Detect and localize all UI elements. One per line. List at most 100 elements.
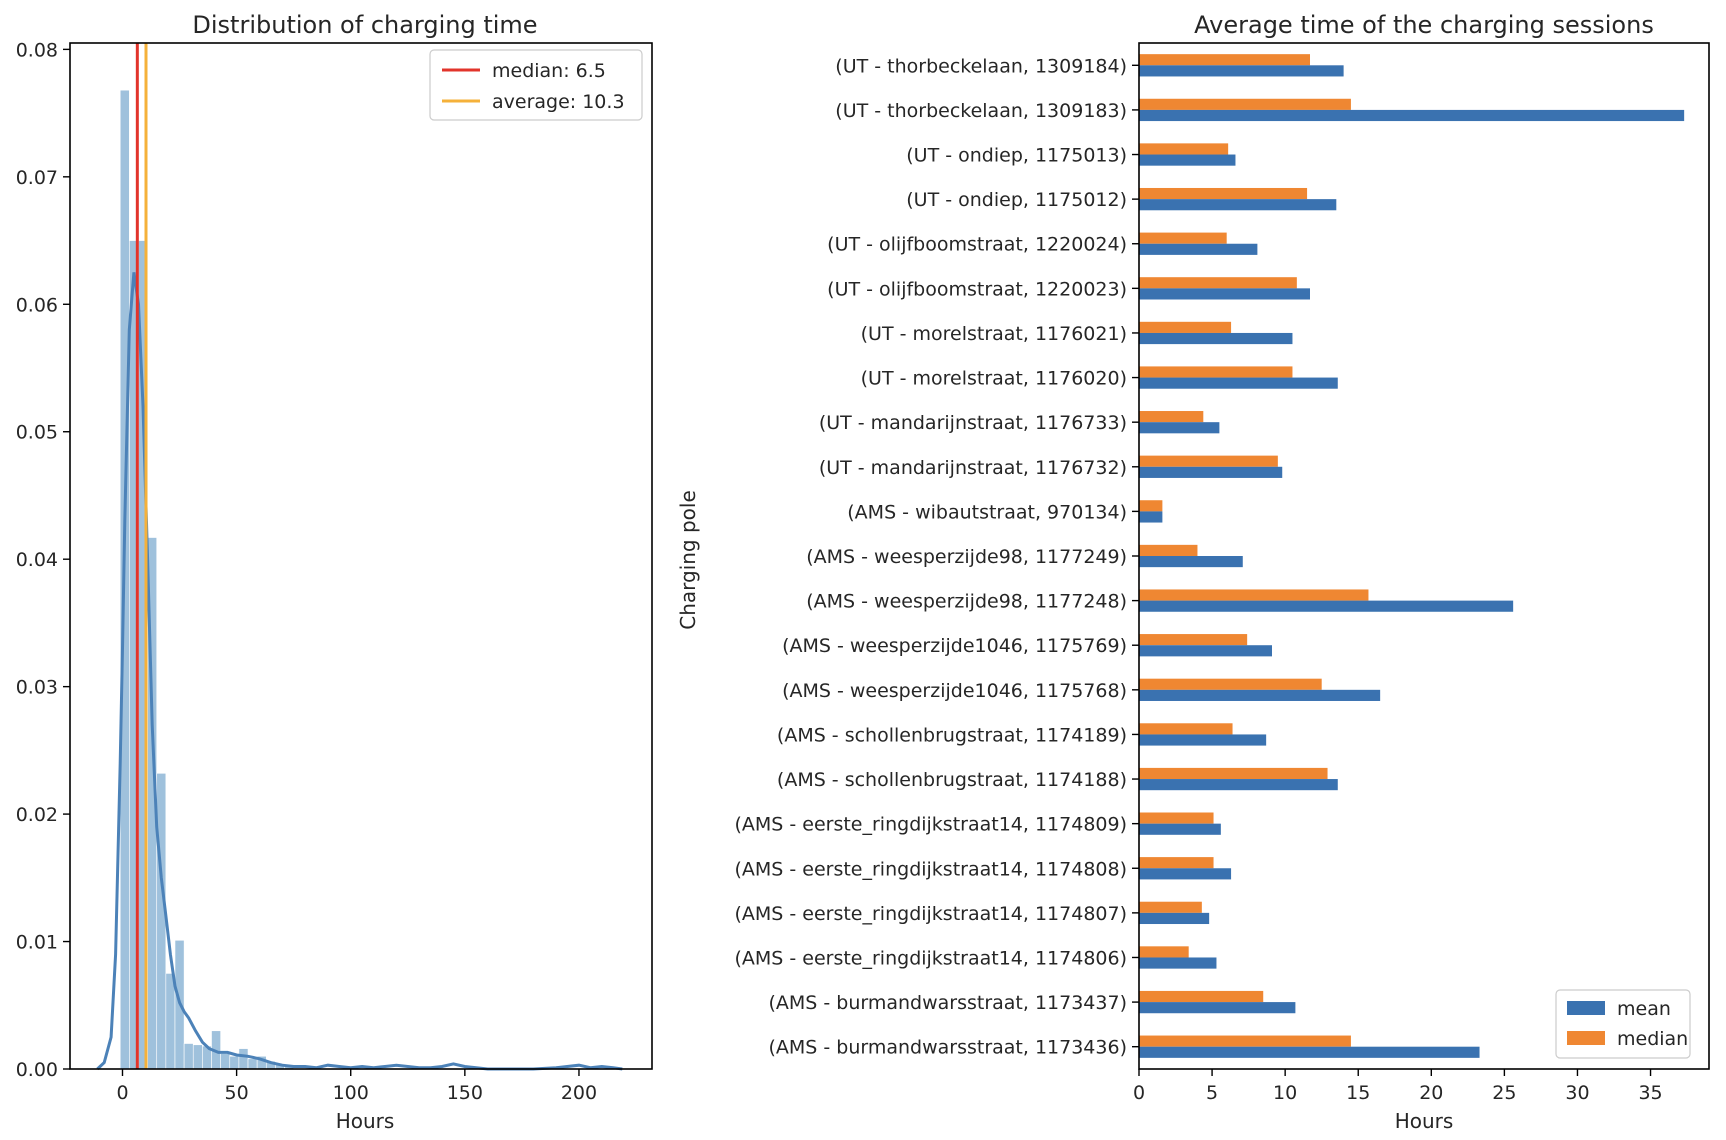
barh-chart: Average time of the charging sessions (U…	[676, 11, 1710, 1133]
bar-median-ams-eerste-ringdijkstraat14-1174808	[1139, 857, 1214, 869]
legend-mean-label: mean	[1617, 998, 1671, 1020]
bar-mean-ut-ondiep-1175013	[1139, 154, 1236, 166]
barh-x-ticks: 0 5 10 15 20 25 30 35	[1133, 1069, 1663, 1104]
histogram-bar-5	[165, 973, 176, 1070]
category-label-ams-eerste-ringdijkstraat14-1174808: (AMS - eerste_ringdijkstraat14, 1174808)	[734, 858, 1127, 880]
bar-mean-ut-mandarijnstraat-1176733	[1139, 422, 1220, 434]
histogram-plot-frame	[69, 42, 653, 1070]
bar-mean-ams-burmandwarsstraat-1173437	[1139, 1002, 1296, 1014]
category-label-ut-mandarijnstraat-1176732: (UT - mandarijnstraat, 1176732)	[819, 457, 1127, 479]
histogram-x-tick-label-100: 100	[333, 1082, 369, 1104]
legend-median-label: median: 6.5	[492, 60, 606, 82]
histogram-title: Distribution of charging time	[192, 11, 537, 39]
bar-median-ut-ondiep-1175012	[1139, 187, 1308, 200]
legend-median-swatch	[1567, 1031, 1605, 1045]
category-label-ut-olijfboomstraat-1220023: (UT - olijfboomstraat, 1220023)	[827, 278, 1127, 300]
category-label-ut-mandarijnstraat-1176733: (UT - mandarijnstraat, 1176733)	[819, 412, 1127, 434]
category-label-ams-burmandwarsstraat-1173436: (AMS - burmandwarsstraat, 1173436)	[768, 1037, 1127, 1059]
histogram-y-tick-label-8: 0.08	[16, 39, 58, 61]
barh-x-tick-label-15: 15	[1346, 1082, 1370, 1104]
barh-x-tick-label-0: 0	[1133, 1082, 1145, 1104]
bar-mean-ams-weesperzijde98-1177249	[1139, 556, 1243, 568]
histogram-y-tick-label-6: 0.06	[16, 294, 58, 316]
histogram-y-tick-label-3: 0.03	[16, 677, 58, 699]
histogram-legend: median: 6.5 average: 10.3	[429, 49, 643, 121]
histogram-x-tick-label-0: 0	[116, 1082, 128, 1104]
category-label-ut-olijfboomstraat-1220024: (UT - olijfboomstraat, 1220024)	[827, 234, 1127, 256]
bar-median-ams-schollenbrugstraat-1174189	[1139, 723, 1233, 735]
category-label-ut-ondiep-1175012: (UT - ondiep, 1175012)	[906, 189, 1127, 211]
bar-median-ams-weesperzijde98-1177248	[1139, 589, 1369, 601]
histogram-bar-4	[156, 773, 167, 1070]
histogram-legend-box	[429, 49, 643, 121]
bar-mean-ut-olijfboomstraat-1220024	[1139, 243, 1258, 255]
bar-median-ut-ondiep-1175013	[1139, 143, 1229, 155]
histogram-x-tick-label-50: 50	[225, 1082, 249, 1104]
bar-median-ams-weesperzijde98-1177249	[1139, 544, 1198, 556]
bar-mean-ams-eerste-ringdijkstraat14-1174808	[1139, 868, 1232, 880]
histogram-bar-14	[247, 1058, 258, 1070]
bar-mean-ut-olijfboomstraat-1220023	[1139, 288, 1310, 300]
bar-median-ut-olijfboomstraat-1220024	[1139, 232, 1227, 244]
bar-median-ams-weesperzijde1046-1175769	[1139, 634, 1248, 646]
category-label-ams-schollenbrugstraat-1174188: (AMS - schollenbrugstraat, 1174188)	[777, 769, 1127, 791]
bar-median-ut-thorbeckelaan-1309183	[1139, 98, 1351, 110]
category-label-ams-eerste-ringdijkstraat14-1174809: (AMS - eerste_ringdijkstraat14, 1174809)	[734, 814, 1127, 836]
barh-y-axis-label: Charging pole	[676, 490, 700, 630]
category-label-ut-morelstraat-1176020: (UT - morelstraat, 1176020)	[861, 368, 1127, 390]
bar-median-ams-eerste-ringdijkstraat14-1174806	[1139, 946, 1189, 958]
kde-curve	[96, 272, 623, 1071]
barh-x-tick-label-30: 30	[1565, 1082, 1589, 1104]
histogram-y-tick-label-1: 0.01	[16, 932, 58, 954]
bar-mean-ams-schollenbrugstraat-1174188	[1139, 779, 1338, 791]
histogram-y-tick-label-7: 0.07	[16, 167, 58, 189]
histogram-y-ticks: 0.00 0.01 0.02 0.03 0.04 0.05 0.06 0.07 0.08	[16, 39, 70, 1081]
category-label-ut-thorbeckelaan-1309183: (UT - thorbeckelaan, 1309183)	[835, 100, 1127, 122]
barh-x-tick-label-20: 20	[1419, 1082, 1443, 1104]
bar-median-ams-eerste-ringdijkstraat14-1174809	[1139, 812, 1214, 824]
barh-bars	[1139, 54, 1685, 1058]
category-label-ams-eerste-ringdijkstraat14-1174807: (AMS - eerste_ringdijkstraat14, 1174807)	[734, 903, 1127, 925]
barh-x-tick-label-25: 25	[1492, 1082, 1516, 1104]
histogram-chart: Distribution of charging time 0 50 100 150 2…	[16, 11, 653, 1133]
bar-median-ut-olijfboomstraat-1220023	[1139, 277, 1297, 289]
bar-median-ut-morelstraat-1176021	[1139, 321, 1232, 333]
bar-median-ams-weesperzijde1046-1175768	[1139, 678, 1322, 690]
bar-mean-ams-weesperzijde98-1177248	[1139, 600, 1514, 612]
histogram-bar-7	[183, 1043, 194, 1070]
histogram-y-tick-label-2: 0.02	[16, 804, 58, 826]
category-label-ut-thorbeckelaan-1309184: (UT - thorbeckelaan, 1309184)	[835, 55, 1127, 77]
histogram-y-tick-label-0: 0.00	[16, 1059, 58, 1081]
bar-median-ut-mandarijnstraat-1176733	[1139, 411, 1204, 423]
histogram-y-tick-label-4: 0.04	[16, 549, 58, 571]
bar-median-ams-burmandwarsstraat-1173436	[1139, 1035, 1351, 1047]
barh-x-tick-label-10: 10	[1273, 1082, 1297, 1104]
histogram-x-axis-label: Hours	[336, 1109, 395, 1133]
histogram-bar-13	[238, 1048, 249, 1070]
bar-median-ams-burmandwarsstraat-1173437	[1139, 990, 1264, 1003]
category-label-ams-weesperzijde98-1177249: (AMS - weesperzijde98, 1177249)	[806, 546, 1127, 568]
legend-mean-swatch	[1567, 1001, 1605, 1015]
bar-mean-ams-weesperzijde1046-1175769	[1139, 645, 1272, 657]
histogram-bar-12	[229, 1055, 240, 1070]
bar-mean-ams-eerste-ringdijkstraat14-1174806	[1139, 957, 1217, 969]
category-label-ams-burmandwarsstraat-1173437: (AMS - burmandwarsstraat, 1173437)	[768, 992, 1127, 1014]
barh-title: Average time of the charging sessions	[1194, 11, 1654, 39]
bar-median-ut-mandarijnstraat-1176732	[1139, 455, 1278, 467]
category-label-ams-weesperzijde1046-1175769: (AMS - weesperzijde1046, 1175769)	[782, 635, 1127, 657]
legend-average-label: average: 10.3	[492, 91, 625, 113]
category-label-ams-schollenbrugstraat-1174189: (AMS - schollenbrugstraat, 1174189)	[777, 724, 1127, 746]
category-label-ut-morelstraat-1176021: (UT - morelstraat, 1176021)	[861, 323, 1127, 345]
histogram-bar-8	[192, 1044, 203, 1070]
legend-median-label: median	[1617, 1028, 1688, 1050]
bar-mean-ut-morelstraat-1176020	[1139, 377, 1338, 389]
category-label-ams-wibautstraat-970134: (AMS - wibautstraat, 970134)	[847, 501, 1127, 523]
histogram-bar-11	[220, 1053, 231, 1070]
barh-category-ticks: (UT - thorbeckelaan, 1309184) (UT - thorb…	[734, 55, 1139, 1059]
bar-mean-ams-wibautstraat-970134	[1139, 511, 1163, 523]
bar-median-ams-wibautstraat-970134	[1139, 500, 1163, 512]
category-label-ams-weesperzijde98-1177248: (AMS - weesperzijde98, 1177248)	[806, 591, 1127, 613]
bar-mean-ams-burmandwarsstraat-1173436	[1139, 1046, 1480, 1058]
bar-mean-ams-eerste-ringdijkstraat14-1174809	[1139, 823, 1221, 835]
